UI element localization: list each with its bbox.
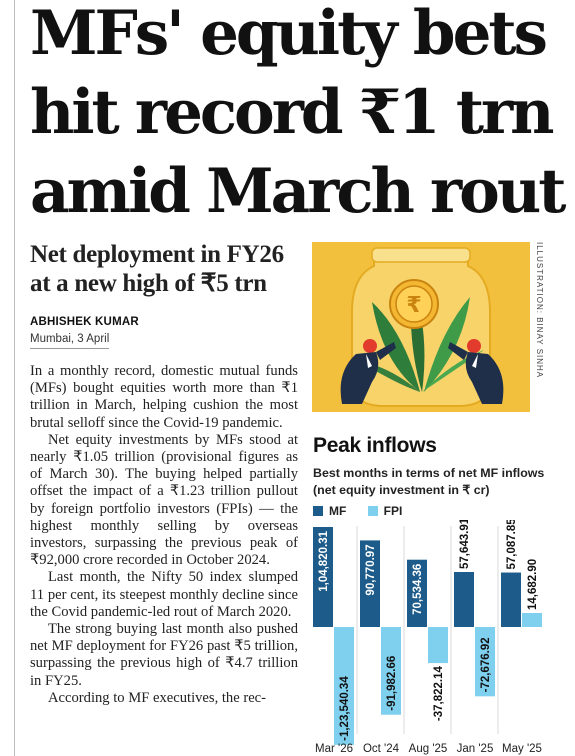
byline: ABHISHEK KUMAR: [30, 316, 139, 328]
bar-mf: [407, 559, 427, 627]
bar-mf: [313, 527, 333, 627]
bar-mf: [454, 572, 474, 627]
category-label: Oct '24: [363, 743, 400, 755]
data-label-fpi: 14,682.90: [527, 559, 539, 610]
headline: MFs' equity bets hit record ₹1 trn amid …: [30, 0, 570, 231]
headline-line-3: amid March rout: [30, 156, 566, 227]
data-label-fpi: -37,822.14: [433, 665, 445, 721]
illustration-credit: ILLUSTRATION: BINAY SINHA: [535, 242, 544, 379]
body-paragraph: The strong buying last month also pushed…: [30, 621, 298, 689]
peak-inflows-bar-chart: 1,04,820.31 -1,23,540.34 Mar '26 90,770.97 -…: [313, 520, 542, 755]
jar-coin-plant-illustration: ₹: [312, 242, 530, 412]
data-label-mf: 57,643.91: [459, 520, 471, 569]
data-label-mf: 1,04,820.31: [318, 530, 330, 591]
legend-label-mf: MF: [329, 504, 347, 518]
category-label: Aug '25: [409, 743, 448, 755]
legend-item-fpi: FPI: [367, 504, 403, 518]
body-paragraph: According to MF executives, the rec-: [48, 689, 267, 706]
body-paragraph: Net equity investments by MFs stood at n…: [30, 431, 298, 569]
article-body: In a monthly record, domestic mutual fun…: [30, 363, 298, 707]
data-label-fpi: -1,23,540.34: [339, 676, 351, 741]
legend-label-fpi: FPI: [383, 504, 403, 518]
bar-fpi: [475, 627, 495, 697]
data-label-mf: 57,087.85: [506, 520, 518, 570]
legend-swatch-fpi: [367, 506, 378, 516]
column-rule: [14, 0, 15, 756]
legend-item-mf: MF: [313, 504, 346, 518]
bar-fpi: [334, 627, 354, 745]
data-label-fpi: -72,676.92: [480, 637, 492, 692]
data-label-mf: 70,534.36: [412, 564, 424, 615]
headline-line-1: MFs' equity bets: [30, 0, 548, 69]
body-paragraph: Last month, the Nifty 50 index slumped 1…: [30, 569, 298, 620]
bar-fpi: [381, 627, 401, 715]
body-paragraph: In a monthly record, domestic mutual fun…: [30, 363, 298, 431]
bar-fpi: [428, 627, 448, 664]
chart-legend: MF FPI: [313, 504, 420, 518]
deck-subheadline: Net deployment in FY26 at a new high of …: [30, 241, 284, 297]
svg-text:₹: ₹: [406, 293, 421, 318]
data-label-fpi: -91,982.66: [386, 656, 398, 711]
bar-fpi: [522, 612, 542, 627]
dateline: Mumbai, 3 April: [30, 333, 110, 349]
bar-mf: [501, 572, 521, 627]
category-label: May '25: [502, 743, 542, 755]
data-label-mf: 90,770.97: [365, 544, 377, 595]
illustration: ₹: [312, 242, 530, 412]
headline-line-2: hit record ₹1 trn: [30, 77, 555, 148]
category-label: Jan '25: [457, 743, 494, 755]
legend-swatch-mf: [313, 506, 323, 516]
chart-title: Peak inflows: [313, 434, 437, 457]
bar-mf: [360, 540, 380, 627]
chart-subtitle: Best months in terms of net MF inflows (…: [313, 466, 545, 497]
category-label: Mar '26: [315, 743, 353, 755]
